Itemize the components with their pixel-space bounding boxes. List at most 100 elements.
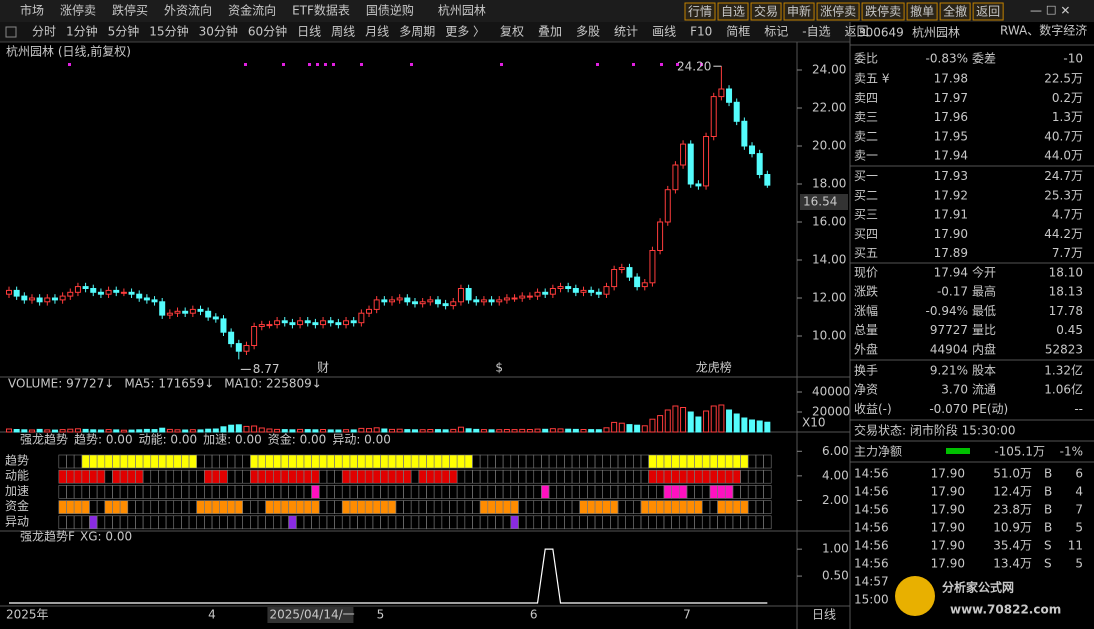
candle-body (634, 276, 641, 288)
indicator-cell (602, 469, 611, 484)
indicator-cell (548, 515, 558, 530)
button[interactable] (717, 2, 749, 21)
indicator-cell (640, 485, 649, 499)
period-tab[interactable]: 月线 (365, 25, 389, 39)
indicator-cell (188, 469, 197, 484)
period-tab[interactable]: 5分钟 (108, 24, 140, 39)
button-label[interactable]: 交易 (754, 4, 778, 19)
indicator-cell (211, 515, 220, 530)
button[interactable] (972, 2, 1004, 21)
quote-field: 9.21% (930, 364, 968, 378)
candle-body (366, 308, 373, 314)
quote-field: S (1044, 557, 1052, 571)
button[interactable] (861, 2, 905, 21)
tool-button[interactable]: 多股 (576, 25, 600, 39)
indicator-cell (58, 515, 67, 530)
indicator-cell (188, 515, 197, 530)
button[interactable] (750, 2, 782, 21)
indicator-cell (472, 454, 481, 469)
period-tab[interactable]: 15分钟 (149, 24, 188, 39)
quote-field: 今开 (972, 265, 996, 280)
candle-body (105, 289, 112, 295)
indicator-cell (518, 500, 527, 514)
quote-field: 14:56 (854, 503, 889, 517)
period-tab[interactable]: 日线 (297, 25, 321, 39)
tool-button[interactable]: F10 (690, 25, 712, 39)
tool-button[interactable]: -自选 (802, 25, 830, 39)
candle-body (205, 310, 212, 318)
volume-bar (74, 428, 81, 433)
indicator-cell (617, 485, 626, 499)
indicator-cell (112, 515, 121, 530)
menu-item[interactable]: 资金流向 (228, 3, 276, 18)
period-tab[interactable]: 分时 (32, 25, 56, 39)
indicator-run (510, 515, 519, 529)
menu-item[interactable]: 国债逆购 (366, 3, 414, 18)
stock-code: 300649 (858, 26, 904, 40)
menu-item[interactable]: ETF数据表 (292, 3, 350, 18)
button[interactable] (783, 2, 815, 21)
button-label[interactable]: 全撤 (943, 4, 967, 19)
button-label[interactable]: 返回 (976, 5, 1000, 19)
volume-bar (59, 429, 66, 433)
y-tick-label: 6.00 (822, 444, 849, 458)
indicator-cell (234, 469, 243, 484)
indicator-cell (311, 515, 320, 530)
button-label[interactable]: 行情 (688, 5, 712, 19)
tool-button[interactable]: 叠加 (538, 25, 562, 39)
indicator-row-label: 资金 (5, 498, 29, 513)
button[interactable] (816, 2, 860, 21)
button[interactable] (939, 2, 971, 21)
period-tab[interactable]: 多周期 (399, 25, 435, 39)
quote-field: 17.94 (934, 266, 968, 280)
menu-item[interactable]: 涨停卖 (60, 3, 96, 18)
indicator-run (541, 485, 549, 499)
quote-field: B (1044, 467, 1052, 481)
tool-button[interactable]: 画线 (652, 25, 676, 39)
indicator-cell (66, 515, 75, 530)
volume-bar (6, 428, 12, 433)
button-label[interactable]: 自选 (721, 5, 745, 19)
quote-field: -1% (1060, 445, 1083, 459)
indicator-cell (318, 485, 328, 499)
tool-button[interactable]: 统计 (614, 25, 638, 39)
tool-button[interactable]: 简框 (726, 25, 750, 39)
button-label[interactable]: 涨停卖 (820, 4, 856, 19)
tool-button[interactable]: 返回 (845, 25, 869, 39)
button[interactable] (684, 2, 716, 21)
menu-item[interactable]: 跌停买 (112, 3, 148, 18)
menu-item[interactable]: 外资流向 (164, 3, 212, 18)
quote-field: 17.90 (931, 557, 965, 571)
tool-button[interactable]: 标记 (764, 25, 788, 39)
indicator-cell (533, 469, 542, 484)
y-tick-label: 20.00 (812, 139, 846, 153)
menu-item[interactable]: 市场 (20, 3, 44, 18)
period-tab[interactable]: 1分钟 (66, 24, 98, 39)
volume-bar (672, 405, 679, 433)
indicator-cell (364, 515, 374, 530)
window-controls[interactable]: — ☐ ✕ (1030, 4, 1070, 18)
period-tab[interactable]: 30分钟 (199, 24, 238, 39)
button[interactable] (906, 2, 938, 21)
indicator-cell (73, 485, 83, 499)
button-label[interactable]: 跌停卖 (865, 4, 901, 19)
y-tick-label: 22.00 (812, 101, 846, 115)
button-label[interactable]: 申新 (787, 4, 811, 19)
indicator-cell (295, 515, 305, 530)
volume-bar (503, 429, 510, 433)
toggle[interactable] (5, 26, 17, 38)
button-label[interactable]: 撤单 (910, 4, 934, 19)
indicator-cell (594, 469, 603, 484)
period-tab[interactable]: 更多 〉 (445, 25, 485, 39)
quote-field: 主力净额 (854, 445, 902, 459)
tool-button[interactable]: 复权 (500, 25, 524, 39)
candle-body (128, 291, 135, 295)
period-tab[interactable]: 60分钟 (248, 24, 287, 39)
volume-bar (626, 424, 633, 433)
indicator-cell (265, 515, 274, 530)
indicator-cell (747, 454, 757, 469)
period-tab[interactable]: 周线 (331, 25, 355, 39)
volume-bar (657, 415, 664, 433)
menu-stock[interactable]: 杭州园林 (438, 3, 486, 18)
